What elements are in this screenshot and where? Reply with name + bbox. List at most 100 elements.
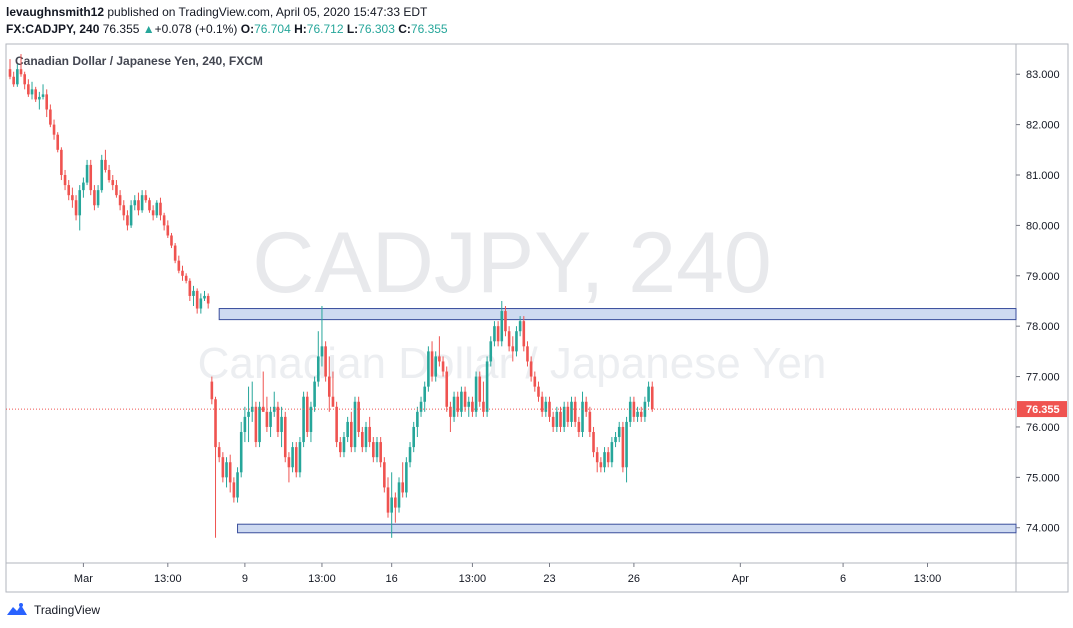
candle [316, 331, 320, 387]
candle-body [489, 341, 493, 362]
symbol-label[interactable]: FX:CADJPY, 240 [6, 22, 100, 36]
candle-body [599, 462, 603, 468]
candle [357, 396, 360, 438]
low-value: 76.303 [358, 22, 395, 36]
candle [592, 426, 595, 458]
candle-body [82, 182, 85, 191]
candle-body [247, 411, 250, 417]
candle-body [217, 447, 221, 458]
candle-body [353, 401, 357, 448]
ohlc-line: FX:CADJPY, 240 76.355 ▲+0.078 (+0.1%) O:… [6, 21, 448, 38]
candle [159, 197, 162, 221]
candle [320, 306, 324, 367]
candle-body [188, 280, 192, 296]
candle [397, 477, 401, 513]
candle [588, 406, 592, 438]
y-tick-label: 78.000 [1026, 321, 1060, 333]
candle [309, 401, 313, 443]
candle [478, 371, 482, 407]
candle-body [544, 401, 548, 412]
candle [636, 406, 639, 422]
y-tick-label: 74.000 [1026, 523, 1060, 535]
candle-body [96, 190, 100, 206]
candle [375, 437, 379, 463]
candle-body [122, 205, 126, 216]
candle-body [115, 185, 118, 196]
candle-body [559, 411, 562, 427]
candle [89, 159, 93, 196]
candle-body [8, 69, 12, 77]
candle [353, 396, 357, 453]
candle [181, 265, 184, 281]
candle-body [309, 406, 313, 432]
candle-body [592, 431, 595, 453]
candle-body [603, 452, 606, 468]
candle-body [45, 94, 48, 110]
candle [504, 306, 507, 337]
author-name[interactable]: levaughnsmith12 [6, 5, 105, 19]
candle [511, 336, 515, 362]
candle-body [89, 164, 93, 191]
candle [617, 421, 621, 443]
candle [217, 442, 221, 463]
candle-body [56, 134, 60, 150]
candle [614, 431, 617, 448]
candle-body [610, 442, 614, 463]
candle [361, 426, 364, 453]
candle [595, 447, 599, 473]
x-tick-label: 23 [543, 573, 555, 585]
y-tick-label: 82.000 [1026, 120, 1060, 132]
candle [144, 190, 148, 203]
y-tick-label: 81.000 [1026, 170, 1060, 182]
candle-body [129, 205, 133, 226]
candle [335, 401, 338, 448]
candle [177, 255, 181, 274]
candle-body [184, 275, 188, 281]
candle-body [137, 200, 140, 211]
candle [71, 187, 74, 208]
candle [236, 467, 239, 503]
candle-body [60, 149, 63, 176]
candle-body [49, 109, 52, 125]
candle [148, 197, 151, 213]
candle [650, 381, 654, 412]
publish-line: levaughnsmith12 published on TradingView… [6, 4, 448, 21]
candle-body [551, 416, 555, 427]
candle-body [203, 295, 206, 299]
candle-body [500, 311, 504, 342]
high-label: H: [294, 22, 307, 36]
candle [258, 401, 261, 448]
y-tick-label: 79.000 [1026, 271, 1060, 283]
high-value: 76.712 [306, 22, 344, 36]
candle-body [511, 346, 515, 352]
candle-body [606, 452, 610, 463]
last-price: 76.355 [102, 22, 140, 36]
candle-body [405, 462, 408, 493]
footer-brand[interactable]: TradingView [34, 603, 101, 617]
candle [118, 190, 122, 211]
candle-body [195, 290, 199, 309]
candle [327, 356, 331, 412]
candle [247, 386, 250, 443]
candle-body [529, 361, 533, 377]
candle-body [456, 396, 460, 412]
x-tick-label: 9 [242, 573, 248, 585]
zone-rect-0 [218, 308, 1017, 321]
candle [581, 391, 584, 438]
candle-body [342, 437, 346, 453]
candle [129, 200, 133, 228]
candle [515, 326, 518, 357]
candle-body [364, 426, 368, 448]
candle-body [650, 386, 654, 410]
candle-body [617, 426, 621, 438]
candle [291, 442, 294, 473]
candle [82, 177, 85, 198]
candle [390, 472, 393, 538]
candle [441, 356, 445, 377]
candle-body [78, 190, 82, 216]
y-tick-label: 83.000 [1026, 69, 1060, 81]
candle [526, 341, 529, 367]
candle-body [386, 487, 390, 513]
candle [45, 89, 48, 118]
